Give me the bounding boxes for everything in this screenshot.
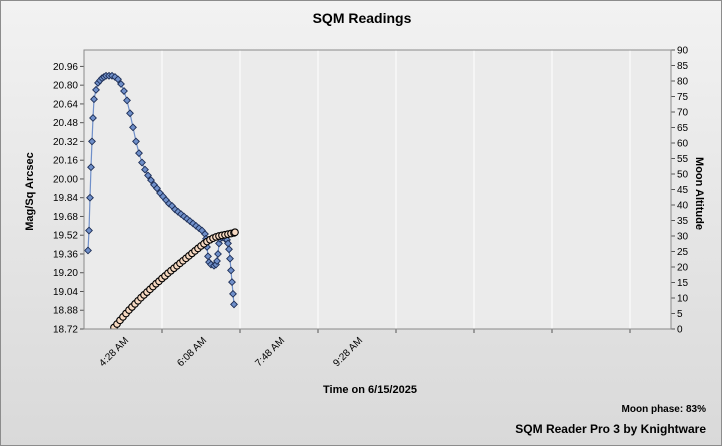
sqm-point [135, 149, 143, 158]
x-axis-title: Time on 6/15/2025 [323, 384, 417, 396]
sqm-point [126, 109, 134, 118]
y-axis-title: Mag/Sq Arcsec [24, 152, 36, 230]
y2-tick-label: 20 [677, 263, 689, 274]
y2-tick-label: 90 [677, 46, 689, 57]
sqm-point [225, 245, 233, 254]
sqm-point [144, 171, 152, 180]
y2-tick-label: 70 [677, 108, 689, 119]
sqm-point [228, 278, 236, 287]
y2-tick-label: 35 [677, 216, 689, 227]
y-tick-label: 20.16 [53, 156, 78, 167]
y-tick-label: 19.52 [53, 231, 78, 242]
y2-tick-label: 10 [677, 294, 689, 305]
sqm-point [88, 137, 96, 146]
y-tick-label: 20.64 [53, 99, 78, 110]
sqm-point [230, 300, 238, 309]
y2-tick-label: 40 [677, 201, 689, 212]
plot-area [83, 49, 672, 330]
moon-phase-label: Moon phase: 83% [621, 404, 706, 415]
sqm-point [84, 246, 92, 255]
sqm-point [153, 184, 161, 193]
y2-tick-label: 80 [677, 77, 689, 88]
sqm-point [229, 289, 237, 298]
sqm-point [147, 176, 155, 185]
y2-tick-label: 5 [677, 309, 683, 320]
y-tick-label: 19.68 [53, 212, 78, 223]
y2-tick-label: 65 [677, 123, 689, 134]
y-tick-label: 18.72 [53, 325, 78, 336]
credit-label: SQM Reader Pro 3 by Knightware [515, 422, 706, 436]
sqm-point [92, 85, 100, 94]
y-tick-label: 20.32 [53, 137, 78, 148]
y2-tick-label: 50 [677, 170, 689, 181]
sqm-point [89, 114, 97, 122]
x-tick-label: 6:08 AM [175, 335, 209, 369]
y2-tick-label: 85 [677, 61, 689, 72]
y-tick-label: 20.96 [53, 62, 78, 73]
moon-point [231, 228, 239, 237]
sqm-point [227, 266, 235, 275]
sqm-point [214, 250, 222, 258]
sqm-point [141, 165, 149, 174]
sqm-point [114, 75, 122, 84]
sqm-point [85, 226, 93, 235]
sqm-point [213, 257, 221, 265]
sqm-point [86, 193, 94, 202]
y-tick-label: 19.84 [53, 193, 78, 204]
y2-tick-label: 55 [677, 154, 689, 165]
sqm-point [120, 87, 128, 95]
y-tick-label: 20.80 [53, 81, 78, 92]
sqm-point [129, 123, 137, 132]
chart-title: SQM Readings [312, 10, 412, 26]
y-tick-label: 18.88 [53, 306, 78, 317]
y2-tick-label: 15 [677, 278, 689, 289]
sqm-point [117, 80, 125, 88]
y-tick-label: 19.20 [53, 268, 78, 279]
y-tick-label: 19.36 [53, 249, 78, 260]
y2-axis-title: Moon Altitude [693, 157, 705, 230]
sqm-point [138, 158, 146, 167]
y2-tick-label: 75 [677, 92, 689, 103]
x-tick-label: 9:28 AM [331, 335, 365, 369]
x-tick-label: 7:48 AM [253, 335, 287, 369]
sqm-point [132, 137, 140, 146]
plot-border [83, 49, 672, 330]
y2-tick-label: 0 [677, 325, 683, 336]
sqm-point [87, 163, 95, 172]
y2-tick-label: 25 [677, 247, 689, 258]
y-tick-label: 19.04 [53, 287, 78, 298]
y2-tick-label: 45 [677, 185, 689, 196]
sqm-point [90, 95, 98, 104]
y2-tick-label: 30 [677, 232, 689, 243]
y-tick-label: 20.48 [53, 118, 78, 129]
sqm-point [123, 96, 131, 105]
y2-tick-label: 60 [677, 139, 689, 150]
x-tick-label: 4:28 AM [97, 335, 131, 369]
sqm-point [226, 254, 234, 263]
y-tick-label: 20.00 [53, 174, 78, 185]
